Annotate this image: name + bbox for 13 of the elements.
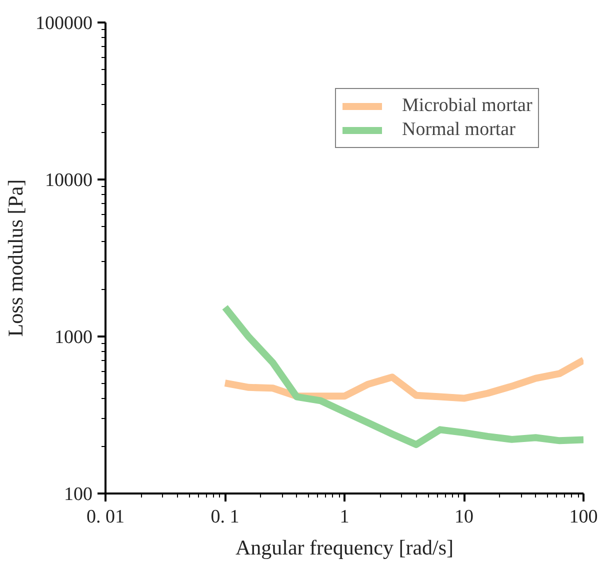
x-axis-title: Angular frequency [rad/s] (235, 536, 454, 560)
x-tick-label: 0. 1 (210, 506, 240, 528)
legend-label: Microbial mortar (402, 95, 532, 117)
legend-label: Normal mortar (402, 119, 516, 141)
x-tick-label: 0. 01 (86, 506, 124, 528)
x-tick-label: 1 (340, 506, 350, 528)
x-tick-label: 100 (569, 506, 598, 528)
y-axis-title: Loss modulus [Pa] (4, 179, 28, 337)
y-tick-label: 100 (64, 484, 92, 505)
y-tick-label: 1000 (54, 327, 92, 348)
y-tick-label: 10000 (45, 170, 92, 191)
y-tick-label: 100000 (36, 13, 92, 34)
x-tick-label: 10 (454, 506, 474, 528)
